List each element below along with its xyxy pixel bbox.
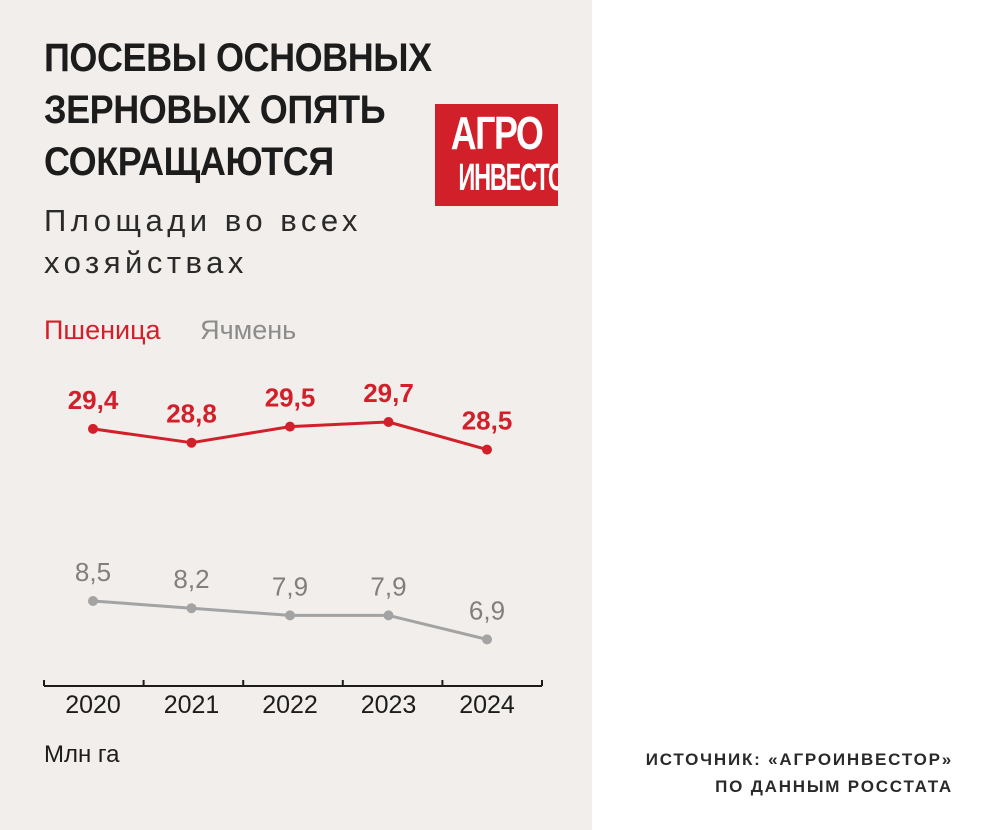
line-chart: 2020 2021 2022 2023 2024 29,4 28,8 29,5 29,7 28,5… — [43, 378, 543, 719]
data-label: 8,5 — [75, 557, 111, 587]
data-point — [88, 596, 98, 606]
data-point — [186, 437, 197, 448]
data-label: 29,7 — [363, 378, 414, 408]
data-label: 29,4 — [68, 385, 119, 415]
data-point — [88, 423, 98, 434]
data-label: 7,9 — [272, 571, 308, 601]
logo-line: АГРО — [450, 107, 544, 159]
subtitle-line: Площади во всех — [44, 203, 362, 238]
x-tick-label: 2022 — [262, 691, 318, 719]
x-tick-label: 2024 — [459, 691, 515, 719]
source-note: ИСТОЧНИК: «АГРОИНВЕСТОР» ПО ДАННЫМ РОССТ… — [646, 746, 953, 800]
chart-subtitle: Площади во всех хозяйствах — [44, 200, 424, 284]
x-tick-label: 2020 — [65, 691, 121, 719]
data-label: 8,2 — [173, 564, 209, 594]
data-label: 28,8 — [166, 399, 217, 429]
subtitle-line: хозяйствах — [44, 245, 248, 280]
data-label: 7,9 — [370, 571, 406, 601]
unit-label: Млн га — [44, 741, 120, 768]
legend-item-wheat: Пшеница — [44, 315, 161, 345]
x-tick-label: 2021 — [164, 691, 220, 719]
data-point — [285, 421, 295, 432]
chart-legend: Пшеница Ячмень — [44, 313, 328, 347]
title-line: СОКРАЩАЮТСЯ — [44, 140, 334, 184]
data-point — [383, 417, 394, 427]
data-point — [383, 610, 394, 621]
data-point — [285, 610, 295, 621]
x-tick-label: 2023 — [361, 691, 417, 719]
source-line: ИСТОЧНИК: «АГРОИНВЕСТОР» — [645, 750, 953, 769]
data-label: 6,9 — [469, 595, 505, 625]
data-point — [482, 634, 492, 645]
source-line: ПО ДАННЫМ РОССТАТА — [715, 777, 953, 796]
data-label: 28,5 — [462, 406, 513, 436]
data-label: 29,5 — [265, 383, 316, 413]
legend-item-barley: Ячмень — [200, 315, 297, 345]
data-point — [482, 444, 492, 455]
title-line: ПОСЕВЫ ОСНОВНЫХ — [44, 36, 432, 80]
title-line: ЗЕРНОВЫХ ОПЯТЬ — [44, 88, 386, 132]
chart-title: ПОСЕВЫ ОСНОВНЫХ ЗЕРНОВЫХ ОПЯТЬ СОКРАЩАЮТ… — [44, 32, 432, 188]
data-point — [186, 603, 197, 614]
agroinvestor-logo: АГРО ИНВЕСТОР — [435, 104, 558, 206]
